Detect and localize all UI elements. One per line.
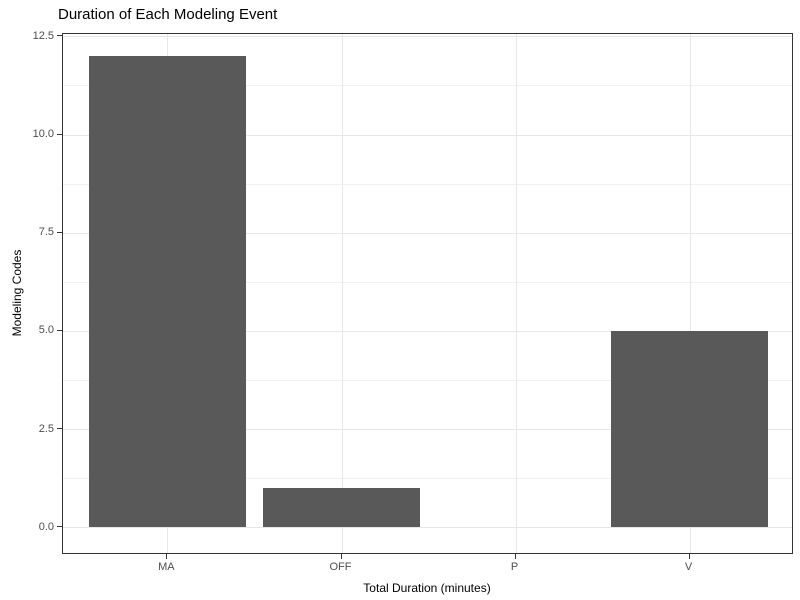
bar-OFF (263, 487, 420, 528)
gridline-minor-y (63, 183, 792, 185)
gridline-major-x (515, 34, 517, 553)
x-tick-label: OFF (329, 561, 352, 573)
y-tick-label: 2.5 (38, 422, 54, 435)
x-tick-label: MA (158, 561, 175, 573)
x-axis-title: Total Duration (minutes) (363, 581, 491, 595)
y-tick-mark (57, 428, 62, 429)
gridline-major-y (63, 134, 792, 136)
y-tick-mark (57, 35, 62, 37)
y-tick-mark (57, 329, 62, 331)
gridline-major-y (63, 429, 792, 430)
gridline-minor-y (63, 379, 792, 381)
plot-panel (62, 33, 793, 554)
y-tick-label: 7.5 (38, 226, 54, 239)
y-tick-mark (57, 231, 62, 233)
chart-title: Duration of Each Modeling Event (58, 6, 278, 23)
gridline-minor-y (63, 281, 792, 283)
x-tick-label: V (684, 561, 693, 573)
x-tick-mark (688, 554, 690, 559)
x-tick-label: P (510, 561, 519, 573)
x-tick-mark (166, 554, 168, 559)
gridline-major-y (63, 36, 792, 38)
gridline-major-x (341, 34, 343, 553)
y-tick-label: 0.0 (38, 520, 54, 533)
gridline-minor-y (63, 85, 792, 87)
y-tick-mark (57, 526, 62, 528)
y-tick-mark (57, 133, 62, 135)
x-tick-mark (340, 554, 342, 559)
bar-V (611, 330, 768, 528)
x-tick-mark (514, 554, 516, 559)
y-tick-label: 5.0 (38, 324, 54, 337)
bar-MA (89, 56, 246, 528)
y-tick-label: 12.5 (32, 29, 54, 42)
y-tick-label: 10.0 (32, 128, 54, 140)
gridline-minor-y (63, 478, 792, 479)
gridline-major-y (63, 232, 792, 234)
gridline-major-x (689, 34, 691, 553)
gridline-major-y (63, 330, 792, 332)
gridline-major-y (63, 527, 792, 529)
